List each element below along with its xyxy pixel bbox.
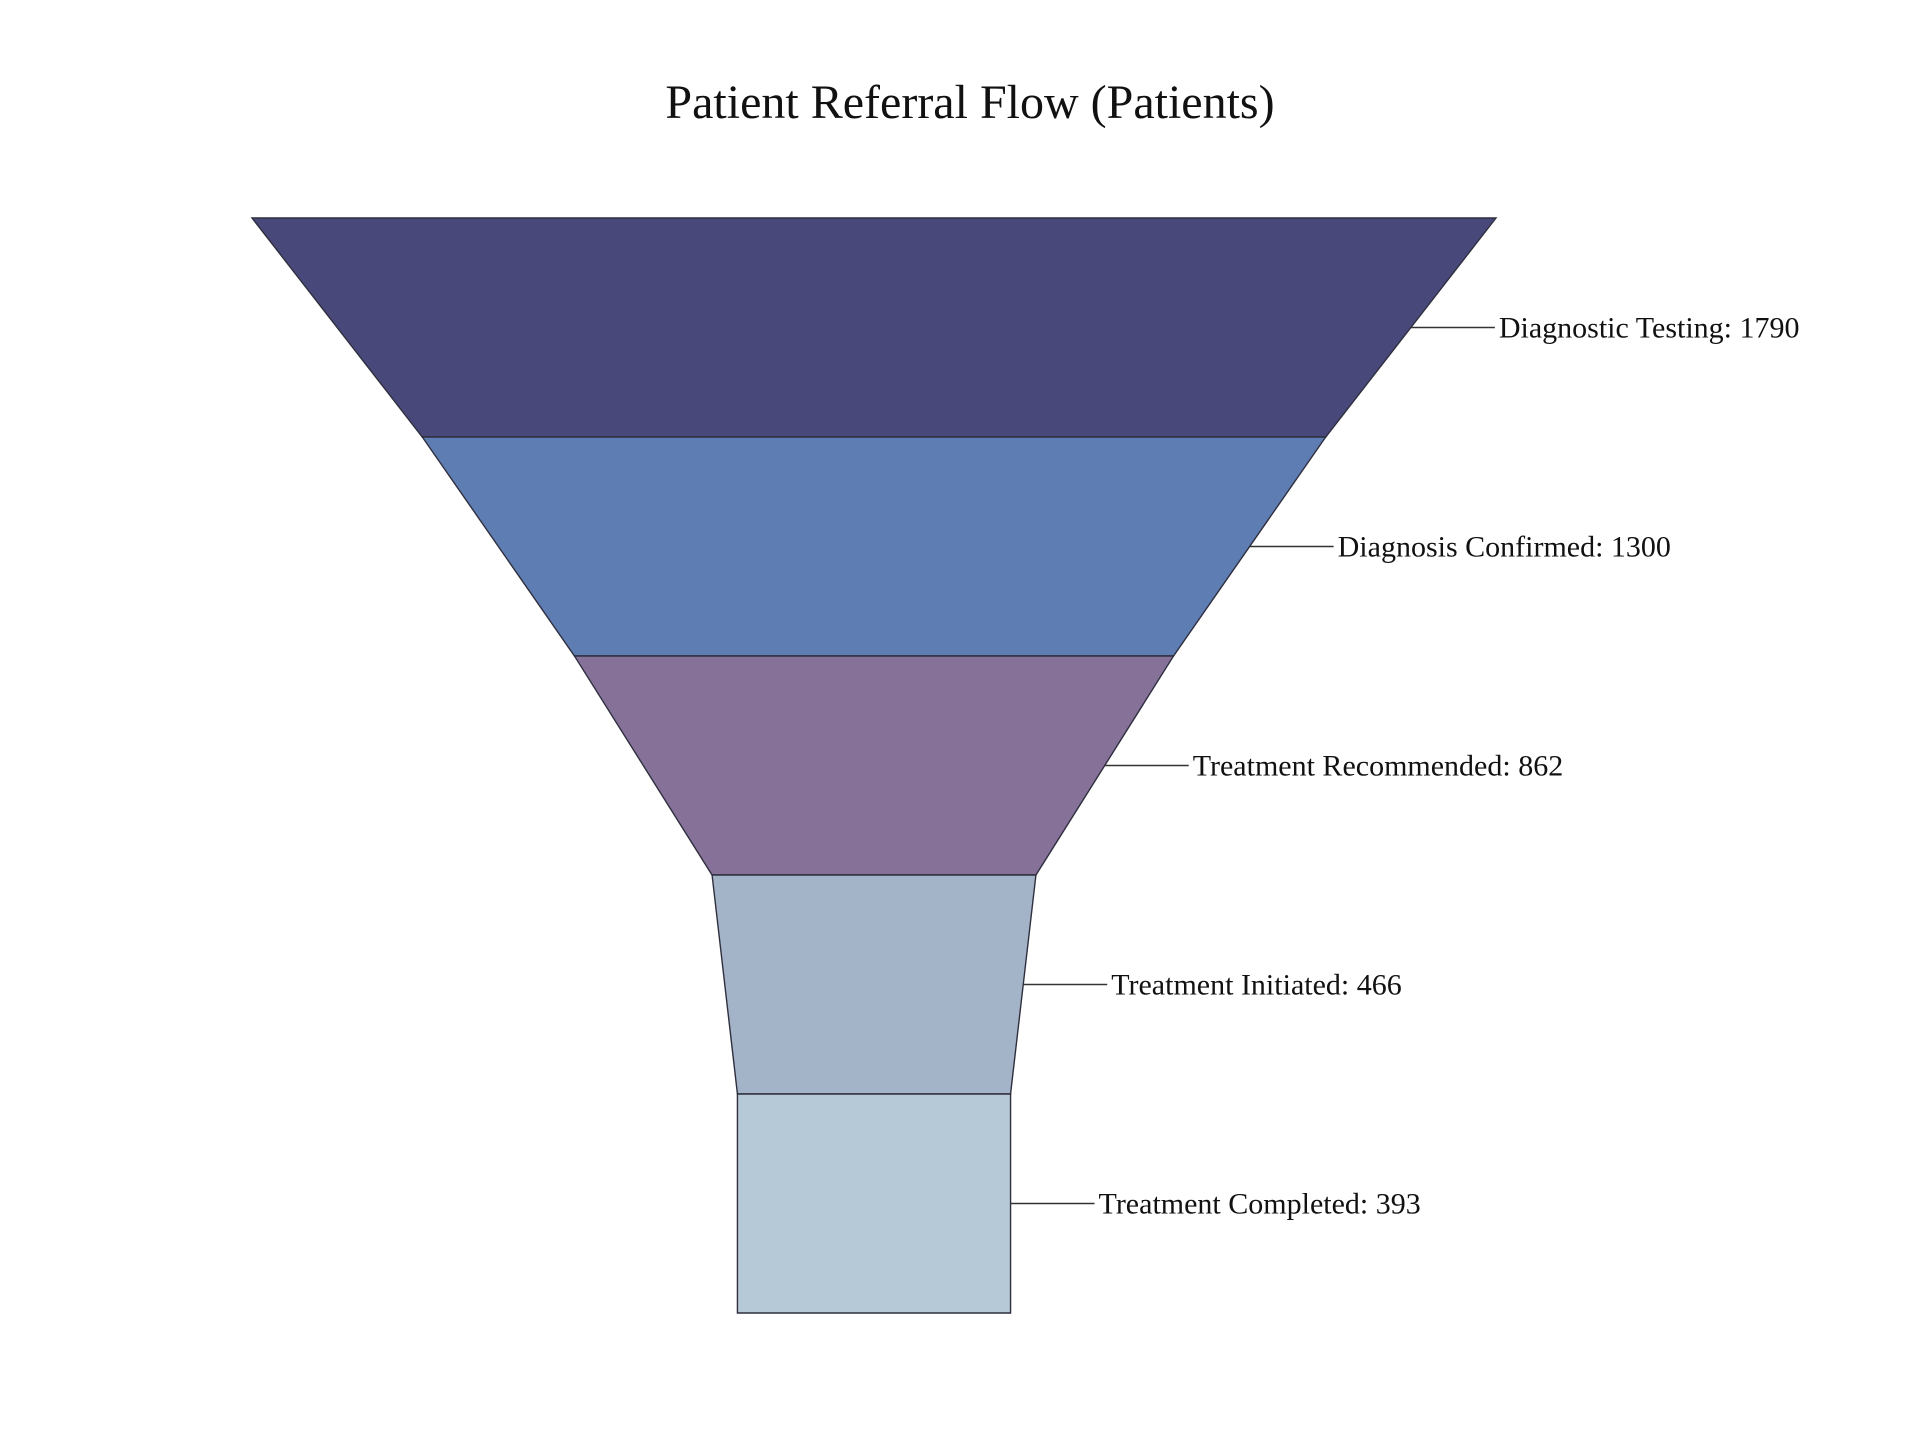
stage-label-diagnosis-confirmed: Diagnosis Confirmed: 1300 [1338, 531, 1671, 564]
stage-label-treatment-initiated: Treatment Initiated: 466 [1111, 969, 1402, 1002]
funnel-stage-treatment-initiated [711, 874, 1037, 1095]
chart-title: Patient Referral Flow (Patients) [665, 76, 1274, 129]
funnel-stage-treatment-completed [736, 1093, 1012, 1314]
stage-label-diagnostic-testing: Diagnostic Testing: 1790 [1499, 312, 1800, 345]
funnel-stages: Diagnostic Testing: 1790 Diagnosis Confir… [250, 217, 1800, 1314]
stage-label-treatment-completed: Treatment Completed: 393 [1099, 1188, 1421, 1221]
stage-label-treatment-recommended: Treatment Recommended: 862 [1193, 750, 1564, 783]
funnel-stage-diagnostic-testing [250, 217, 1498, 438]
funnel-stage-treatment-recommended [573, 655, 1175, 876]
funnel-stage-diagnosis-confirmed [420, 436, 1328, 657]
